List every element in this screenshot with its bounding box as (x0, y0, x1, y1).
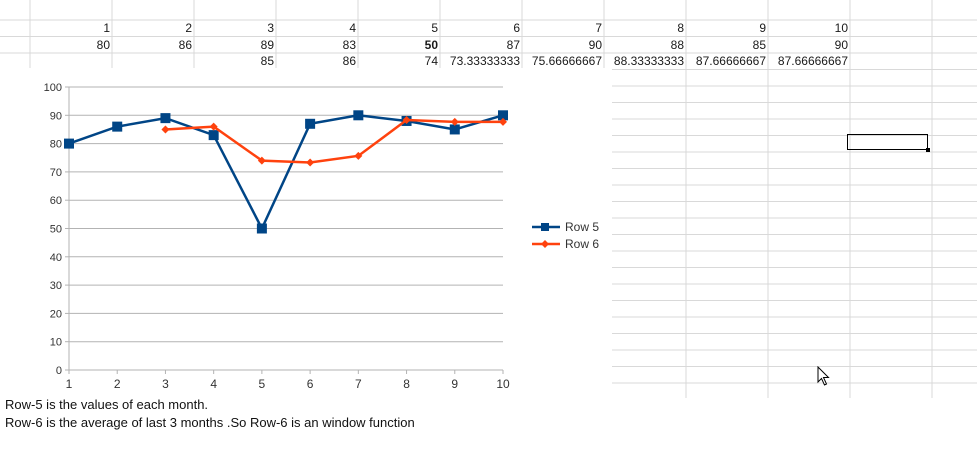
x-tick-label: 7 (355, 377, 362, 391)
data-point-diamond (161, 125, 170, 134)
spreadsheet-cell[interactable]: 85 (752, 38, 766, 52)
x-tick-label: 3 (162, 377, 169, 391)
spreadsheet-cell[interactable]: 86 (342, 54, 356, 68)
spreadsheet-cell[interactable]: 83 (342, 38, 356, 52)
chart-area (0, 68, 612, 398)
data-point-square (353, 110, 364, 121)
x-tick-label: 9 (451, 377, 458, 391)
spreadsheet-cell[interactable]: 87.66666667 (695, 54, 766, 68)
note-line-2: Row-6 is the average of last 3 months .S… (5, 415, 415, 430)
data-point-diamond (354, 151, 363, 160)
data-point-diamond (450, 117, 459, 126)
spreadsheet-cell[interactable]: 88 (670, 38, 684, 52)
x-tick-label: 4 (210, 377, 217, 391)
x-tick-label: 8 (403, 377, 410, 391)
spreadsheet-cell[interactable]: 86 (178, 38, 192, 52)
mouse-cursor-icon (817, 366, 830, 386)
data-point-diamond (306, 158, 315, 167)
line-chart[interactable]: 0 10 20 30 40 50 60 70 80 90 100 1 2 3 4 5 6 7 8 9 10 Row 5… (0, 68, 977, 398)
data-point-diamond (257, 156, 266, 165)
y-tick-label: 0 (56, 365, 62, 377)
legend-marker-diamond (541, 240, 549, 248)
series-line-2 (165, 118, 503, 164)
chart-svg: 0 10 20 30 40 50 60 70 80 90 100 1 2 3 4 5 6 7 8 9 10 Row 5… (0, 68, 612, 398)
y-tick-label: 70 (50, 167, 62, 179)
spreadsheet-cell[interactable]: 8 (677, 21, 684, 35)
spreadsheet-cell[interactable]: 10 (834, 21, 848, 35)
averages-row: 85 86 74 73.33333333 75.66666667 88.33333333 8… (0, 53, 977, 69)
selected-cell[interactable] (847, 134, 930, 152)
legend-label: Row 6 (565, 237, 599, 251)
header-row: 1 2 3 4 5 6 7 8 9 10 (0, 20, 977, 36)
y-tick-label: 30 (50, 280, 62, 292)
y-tick-label: 20 (50, 308, 62, 320)
spreadsheet-cell[interactable]: 9 (759, 21, 766, 35)
data-point-square (208, 130, 219, 141)
y-tick-label: 90 (50, 110, 62, 122)
y-tick-label: 10 (50, 337, 62, 349)
y-tick-label: 40 (50, 252, 62, 264)
spreadsheet-cell[interactable]: 80 (96, 38, 110, 52)
data-point-diamond (402, 116, 411, 125)
spreadsheet-cell[interactable]: 88.33333333 (613, 54, 684, 68)
legend-marker-square (541, 223, 549, 231)
values-row: 80 86 89 83 50 87 90 88 85 90 (0, 37, 977, 53)
y-tick-label: 60 (50, 195, 62, 207)
spreadsheet-cell[interactable]: 75.66666667 (531, 54, 602, 68)
series-line-1 (68, 114, 504, 232)
data-point-square (498, 110, 508, 121)
x-tick-label: 10 (496, 377, 510, 391)
spreadsheet-cell[interactable]: 50 (424, 38, 438, 52)
x-tick-label: 2 (114, 377, 121, 391)
spreadsheet-cell[interactable]: 89 (260, 38, 274, 52)
spreadsheet-cell[interactable]: 74 (424, 54, 438, 68)
data-point-diamond (209, 122, 218, 131)
spreadsheet-cell[interactable]: 90 (834, 38, 848, 52)
x-tick-label: 1 (66, 377, 73, 391)
spreadsheet-cell[interactable]: 5 (431, 21, 438, 35)
spreadsheet-cell[interactable]: 3 (267, 21, 274, 35)
legend-label: Row 5 (565, 220, 599, 234)
y-tick-label: 50 (50, 224, 62, 236)
y-tick-label: 100 (44, 82, 62, 94)
spreadsheet-cell[interactable]: 1 (103, 21, 110, 35)
spreadsheet-cell[interactable]: 4 (349, 21, 356, 35)
data-point-square (160, 113, 171, 124)
data-point-diamond (499, 117, 507, 126)
spreadsheet-cell[interactable]: 87 (506, 38, 520, 52)
y-tick-label: 80 (50, 139, 62, 151)
data-point-square (449, 124, 460, 135)
data-point-square (112, 121, 123, 132)
data-point-square (64, 138, 74, 149)
spreadsheet-cell[interactable]: 7 (595, 21, 602, 35)
x-tick-label: 6 (307, 377, 314, 391)
spreadsheet-cell[interactable]: 87.66666667 (777, 54, 848, 68)
x-tick-label: 5 (259, 377, 266, 391)
spreadsheet-cell[interactable]: 73.33333333 (449, 54, 520, 68)
spreadsheet-cell[interactable]: 2 (185, 21, 192, 35)
spreadsheet-cell[interactable]: 6 (513, 21, 520, 35)
spreadsheet-cell[interactable]: 90 (588, 38, 602, 52)
note-line-1: Row-5 is the values of each month. (5, 397, 209, 412)
spreadsheet-cell[interactable]: 85 (260, 54, 274, 68)
data-point-square (256, 223, 267, 234)
data-point-square (305, 118, 316, 129)
